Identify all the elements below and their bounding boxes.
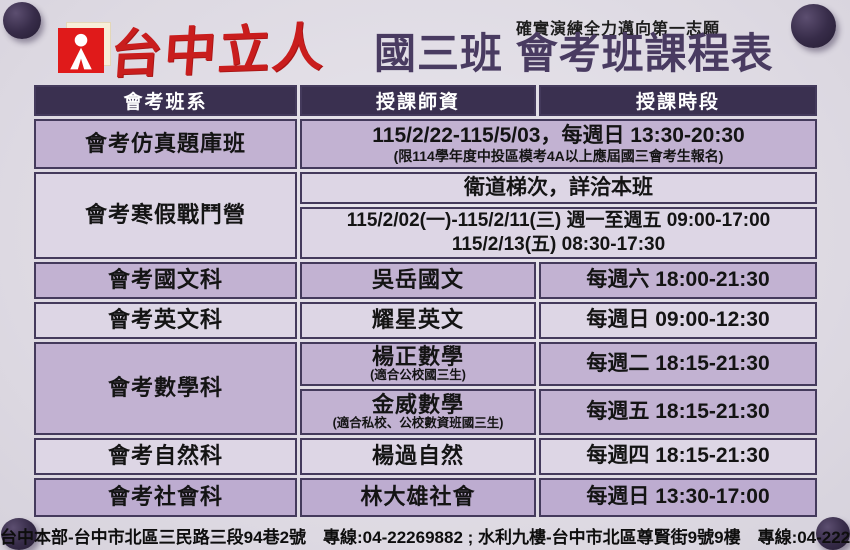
course-name-cell: 會考國文科 bbox=[34, 261, 297, 299]
pushpin-top-right-icon bbox=[791, 4, 836, 48]
brand-name: 台中立人 bbox=[108, 18, 328, 85]
course-table: 會考班系 授課師資 授課時段 會考仿真題庫班 115/2/22-115/5/03… bbox=[31, 82, 820, 520]
table-row: 會考國文科 吳岳國文 每週六 18:00-21:30 bbox=[34, 261, 817, 299]
time-cell: 每週四 18:15-21:30 bbox=[539, 437, 817, 475]
table-row: 115/2/02(一)-115/2/11(三) 週一至週五 09:00-17:0… bbox=[34, 207, 817, 259]
pushpin-top-left-icon bbox=[3, 2, 41, 39]
teacher-cell: 吳岳國文 bbox=[300, 261, 536, 299]
liren-person-icon bbox=[58, 28, 104, 73]
school-logo: 台中立人 bbox=[48, 19, 378, 86]
schedule-text: 115/2/22-115/5/03，每週日 13:30-20:30 bbox=[372, 123, 745, 147]
teacher-note: (適合私校、公校數資班國三生) bbox=[332, 415, 504, 430]
table-row: 會考社會科 林大雄社會 每週日 13:30-17:00 bbox=[34, 477, 817, 517]
camp-schedule-cell: 115/2/02(一)-115/2/11(三) 週一至週五 09:00-17:0… bbox=[300, 207, 817, 259]
teacher-cell: 楊正數學 (適合公校國三生) bbox=[300, 341, 536, 386]
header-class-series: 會考班系 bbox=[34, 85, 297, 116]
course-name-cell: 會考社會科 bbox=[34, 477, 297, 517]
header-teacher: 授課師資 bbox=[300, 85, 536, 116]
teacher-cell: 金威數學 (適合私校、公校數資班國三生) bbox=[300, 388, 536, 435]
table-row: 會考自然科 楊過自然 每週四 18:15-21:30 bbox=[34, 437, 817, 475]
teacher-cell: 楊過自然 bbox=[300, 437, 536, 475]
course-name-cell: 會考自然科 bbox=[34, 437, 297, 475]
time-cell: 每週二 18:15-21:30 bbox=[539, 341, 817, 386]
slogan-text: 確實演練全力邁向第一志願 bbox=[516, 21, 721, 38]
pushpin-bottom-left-icon bbox=[1, 518, 37, 550]
schedule-cell: 115/2/22-115/5/03，每週日 13:30-20:30 (限114學… bbox=[300, 119, 817, 169]
table-row: 會考數學科 楊正數學 (適合公校國三生) 每週二 18:15-21:30 bbox=[34, 341, 817, 435]
time-cell: 每週六 18:00-21:30 bbox=[539, 261, 817, 299]
time-cell: 每週五 18:15-21:30 bbox=[539, 388, 817, 435]
table-row: 金威數學 (適合私校、公校數資班國三生) 每週五 18:15-21:30 bbox=[34, 388, 817, 435]
teacher-name: 金威數學 bbox=[371, 391, 464, 417]
camp-schedule-line1: 115/2/02(一)-115/2/11(三) 週一至週五 09:00-17:0… bbox=[346, 210, 771, 231]
pushpin-bottom-right-icon bbox=[816, 517, 850, 550]
schedule-note: (限114學年度中投區模考4A以上應屆國三會考生報名) bbox=[393, 148, 724, 165]
course-name-cell: 會考仿真題庫班 bbox=[34, 119, 297, 169]
page-title: 國三班 會考班課程表 bbox=[374, 30, 774, 77]
time-cell: 每週日 13:30-17:00 bbox=[539, 477, 817, 517]
header-time: 授課時段 bbox=[539, 85, 817, 116]
table-row: 會考英文科 耀星英文 每週日 09:00-12:30 bbox=[34, 301, 817, 339]
table-row: 會考仿真題庫班 115/2/22-115/5/03，每週日 13:30-20:3… bbox=[34, 119, 817, 169]
course-name-cell: 會考英文科 bbox=[34, 301, 297, 339]
teacher-cell: 耀星英文 bbox=[300, 301, 536, 339]
contact-footer: 台中本部-台中市北區三民路三段94巷2號 專線:04-22269882 ; 水利… bbox=[0, 528, 850, 547]
teacher-name: 楊正數學 bbox=[371, 343, 464, 369]
table-row: 會考寒假戰鬥營 衛道梯次，詳洽本班 bbox=[34, 172, 817, 259]
table-header-row: 會考班系 授課師資 授課時段 bbox=[34, 85, 817, 116]
camp-schedule-line2: 115/2/13(五) 08:30-17:30 bbox=[451, 233, 666, 255]
teacher-cell: 林大雄社會 bbox=[300, 477, 536, 517]
camp-wave-cell: 衛道梯次，詳洽本班 bbox=[300, 172, 817, 204]
course-name-cell: 會考數學科 bbox=[34, 341, 297, 435]
teacher-note: (適合公校國三生) bbox=[370, 367, 466, 382]
time-cell: 每週日 09:00-12:30 bbox=[539, 301, 817, 339]
course-name-cell: 會考寒假戰鬥營 bbox=[34, 172, 297, 259]
